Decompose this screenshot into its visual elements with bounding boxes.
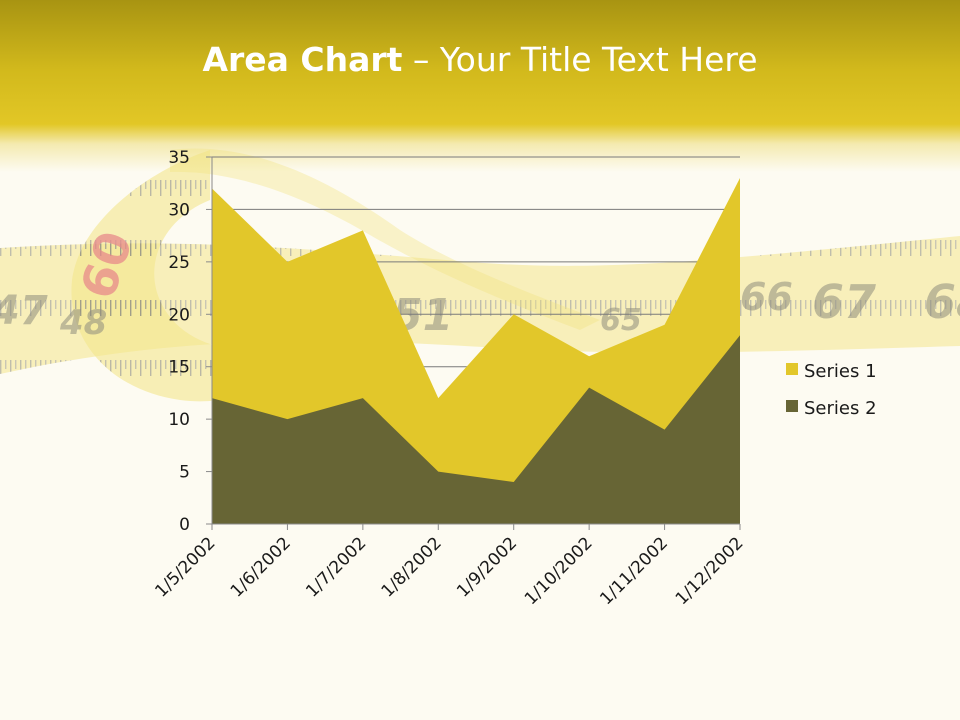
y-tick-label: 0 (179, 515, 190, 535)
y-tick-label: 5 (179, 463, 190, 483)
tape-number: 67 (812, 275, 876, 329)
slide-title: Area Chart – Your Title Text Here (0, 40, 960, 79)
y-tick-label: 30 (168, 200, 190, 220)
tape-band-loop (71, 150, 300, 402)
legend-swatch (786, 363, 798, 375)
header-band (0, 0, 960, 200)
y-tick-label: 10 (168, 410, 190, 430)
x-tick-label: 1/9/2002 (453, 533, 521, 601)
legend-label: Series 1 (804, 361, 877, 382)
y-tick-label: 20 (168, 305, 190, 325)
legend-swatch (786, 400, 798, 412)
tape-band-upper (170, 148, 600, 330)
tape-number: 68 (924, 275, 960, 329)
x-tick-label: 1/6/2002 (227, 533, 295, 601)
x-tick-label: 1/11/2002 (596, 533, 672, 609)
x-tick-label: 1/12/2002 (672, 533, 748, 609)
x-tick-label: 1/5/2002 (151, 533, 219, 601)
tape-number: 47 (0, 288, 48, 334)
slide-title-rest: – Your Title Text Here (402, 40, 758, 79)
tape-number: 65 (600, 303, 642, 338)
y-tick-label: 25 (168, 253, 190, 273)
x-tick-label: 1/10/2002 (521, 533, 597, 609)
y-tick-label: 15 (168, 358, 190, 378)
x-tick-label: 1/7/2002 (302, 533, 370, 601)
tape-number: 66 (740, 275, 793, 319)
tape-number: 48 (59, 303, 107, 343)
y-tick-label: 35 (168, 148, 190, 168)
x-tick-label: 1/8/2002 (378, 533, 446, 601)
slide-title-bold: Area Chart (202, 40, 403, 79)
area-series-2 (212, 335, 740, 524)
legend-label: Series 2 (804, 398, 877, 419)
